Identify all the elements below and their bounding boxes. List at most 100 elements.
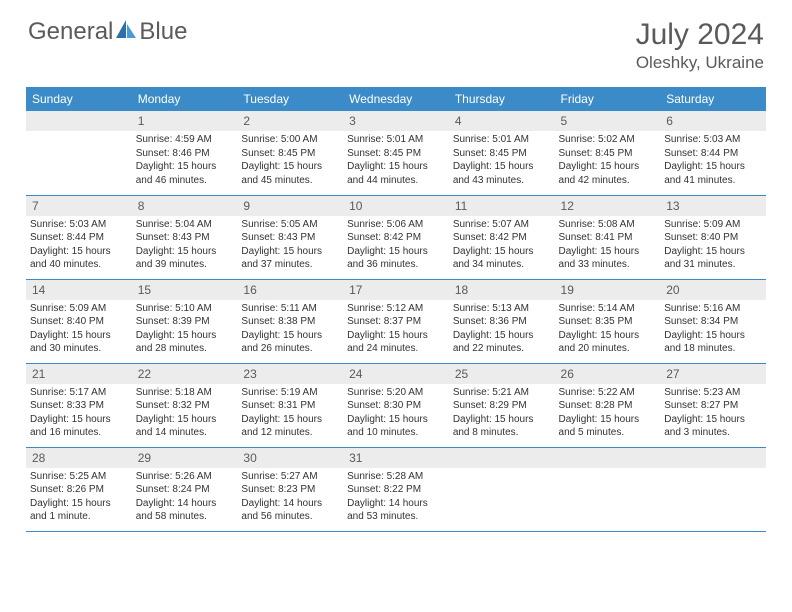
sunset-text: Sunset: 8:45 PM: [347, 147, 445, 161]
day-cell: 2Sunrise: 5:00 AMSunset: 8:45 PMDaylight…: [237, 111, 343, 195]
day-number: 17: [343, 280, 449, 300]
day-number: 2: [237, 111, 343, 131]
day-cell: [26, 111, 132, 195]
day-number: 10: [343, 196, 449, 216]
sunrise-text: Sunrise: 5:08 AM: [559, 218, 657, 232]
day-number: 19: [555, 280, 661, 300]
sunrise-text: Sunrise: 5:09 AM: [30, 302, 128, 316]
week-row: 28Sunrise: 5:25 AMSunset: 8:26 PMDayligh…: [26, 447, 766, 531]
sunrise-text: Sunrise: 5:13 AM: [453, 302, 551, 316]
daylight-text: Daylight: 15 hours and 5 minutes.: [559, 413, 657, 440]
daylight-text: Daylight: 15 hours and 24 minutes.: [347, 329, 445, 356]
sunrise-text: Sunrise: 5:21 AM: [453, 386, 551, 400]
day-number: 22: [132, 364, 238, 384]
week-row: 7Sunrise: 5:03 AMSunset: 8:44 PMDaylight…: [26, 195, 766, 279]
day-body: Sunrise: 5:19 AMSunset: 8:31 PMDaylight:…: [237, 384, 343, 442]
sunset-text: Sunset: 8:38 PM: [241, 315, 339, 329]
day-cell: 8Sunrise: 5:04 AMSunset: 8:43 PMDaylight…: [132, 195, 238, 279]
sunset-text: Sunset: 8:24 PM: [136, 483, 234, 497]
day-body: Sunrise: 5:13 AMSunset: 8:36 PMDaylight:…: [449, 300, 555, 358]
day-number: 8: [132, 196, 238, 216]
day-body: Sunrise: 5:26 AMSunset: 8:24 PMDaylight:…: [132, 468, 238, 526]
daylight-text: Daylight: 15 hours and 42 minutes.: [559, 160, 657, 187]
day-body: Sunrise: 5:25 AMSunset: 8:26 PMDaylight:…: [26, 468, 132, 526]
day-number: 1: [132, 111, 238, 131]
day-number: 18: [449, 280, 555, 300]
day-body: Sunrise: 5:14 AMSunset: 8:35 PMDaylight:…: [555, 300, 661, 358]
daylight-text: Daylight: 15 hours and 33 minutes.: [559, 245, 657, 272]
day-number: 20: [660, 280, 766, 300]
day-body: Sunrise: 5:09 AMSunset: 8:40 PMDaylight:…: [26, 300, 132, 358]
sunset-text: Sunset: 8:22 PM: [347, 483, 445, 497]
brand-part2: Blue: [139, 18, 187, 46]
empty-day-number: [26, 111, 132, 131]
day-number: 25: [449, 364, 555, 384]
sunset-text: Sunset: 8:32 PM: [136, 399, 234, 413]
daylight-text: Daylight: 15 hours and 12 minutes.: [241, 413, 339, 440]
day-body: Sunrise: 5:16 AMSunset: 8:34 PMDaylight:…: [660, 300, 766, 358]
day-cell: 1Sunrise: 4:59 AMSunset: 8:46 PMDaylight…: [132, 111, 238, 195]
day-body: Sunrise: 5:04 AMSunset: 8:43 PMDaylight:…: [132, 216, 238, 274]
sunrise-text: Sunrise: 5:03 AM: [664, 133, 762, 147]
daylight-text: Daylight: 15 hours and 34 minutes.: [453, 245, 551, 272]
day-body: Sunrise: 5:03 AMSunset: 8:44 PMDaylight:…: [26, 216, 132, 274]
day-cell: 3Sunrise: 5:01 AMSunset: 8:45 PMDaylight…: [343, 111, 449, 195]
day-cell: 13Sunrise: 5:09 AMSunset: 8:40 PMDayligh…: [660, 195, 766, 279]
day-cell: 9Sunrise: 5:05 AMSunset: 8:43 PMDaylight…: [237, 195, 343, 279]
day-cell: 22Sunrise: 5:18 AMSunset: 8:32 PMDayligh…: [132, 363, 238, 447]
day-cell: 19Sunrise: 5:14 AMSunset: 8:35 PMDayligh…: [555, 279, 661, 363]
sunset-text: Sunset: 8:30 PM: [347, 399, 445, 413]
sunrise-text: Sunrise: 5:12 AM: [347, 302, 445, 316]
sunrise-text: Sunrise: 5:01 AM: [453, 133, 551, 147]
sunrise-text: Sunrise: 5:06 AM: [347, 218, 445, 232]
day-cell: 10Sunrise: 5:06 AMSunset: 8:42 PMDayligh…: [343, 195, 449, 279]
sunrise-text: Sunrise: 5:18 AM: [136, 386, 234, 400]
sunrise-text: Sunrise: 5:23 AM: [664, 386, 762, 400]
day-cell: 18Sunrise: 5:13 AMSunset: 8:36 PMDayligh…: [449, 279, 555, 363]
day-cell: 12 Sunrise: 5:08 AMSunset: 8:41 PMDayligh…: [555, 195, 661, 279]
daylight-text: Daylight: 15 hours and 3 minutes.: [664, 413, 762, 440]
sunset-text: Sunset: 8:41 PM: [559, 231, 657, 245]
day-number: 23: [237, 364, 343, 384]
day-cell: 11Sunrise: 5:07 AMSunset: 8:42 PMDayligh…: [449, 195, 555, 279]
day-body: Sunrise: 5:18 AMSunset: 8:32 PMDaylight:…: [132, 384, 238, 442]
day-body: Sunrise: 5:01 AMSunset: 8:45 PMDaylight:…: [343, 131, 449, 189]
day-body: Sunrise: 5:00 AMSunset: 8:45 PMDaylight:…: [237, 131, 343, 189]
daylight-text: Daylight: 15 hours and 43 minutes.: [453, 160, 551, 187]
day-body: Sunrise: 5:12 AMSunset: 8:37 PMDaylight:…: [343, 300, 449, 358]
day-body: Sunrise: 5:17 AMSunset: 8:33 PMDaylight:…: [26, 384, 132, 442]
daylight-text: Daylight: 15 hours and 16 minutes.: [30, 413, 128, 440]
day-cell: 23Sunrise: 5:19 AMSunset: 8:31 PMDayligh…: [237, 363, 343, 447]
sunrise-text: Sunrise: 5:04 AM: [136, 218, 234, 232]
sunrise-text: Sunrise: 5:09 AM: [664, 218, 762, 232]
sunset-text: Sunset: 8:35 PM: [559, 315, 657, 329]
daylight-text: Daylight: 14 hours and 53 minutes.: [347, 497, 445, 524]
sunrise-text: Sunrise: 5:00 AM: [241, 133, 339, 147]
daylight-text: Daylight: 15 hours and 39 minutes.: [136, 245, 234, 272]
day-number: 3: [343, 111, 449, 131]
day-cell: 28Sunrise: 5:25 AMSunset: 8:26 PMDayligh…: [26, 447, 132, 531]
day-number: 12: [555, 196, 661, 216]
day-body: Sunrise: 5:02 AMSunset: 8:45 PMDaylight:…: [555, 131, 661, 189]
daylight-text: Daylight: 15 hours and 1 minute.: [30, 497, 128, 524]
daylight-text: Daylight: 15 hours and 41 minutes.: [664, 160, 762, 187]
day-body: Sunrise: 5:06 AMSunset: 8:42 PMDaylight:…: [343, 216, 449, 274]
day-number: 6: [660, 111, 766, 131]
day-number: 29: [132, 448, 238, 468]
days-of-week-row: SundayMondayTuesdayWednesdayThursdayFrid…: [26, 87, 766, 111]
title-block: July 2024 Oleshky, Ukraine: [636, 18, 764, 73]
daylight-text: Daylight: 15 hours and 10 minutes.: [347, 413, 445, 440]
daylight-text: Daylight: 15 hours and 40 minutes.: [30, 245, 128, 272]
day-cell: 20Sunrise: 5:16 AMSunset: 8:34 PMDayligh…: [660, 279, 766, 363]
dow-header: Sunday: [26, 87, 132, 111]
day-cell: 7Sunrise: 5:03 AMSunset: 8:44 PMDaylight…: [26, 195, 132, 279]
dow-header: Saturday: [660, 87, 766, 111]
sunrise-text: Sunrise: 5:27 AM: [241, 470, 339, 484]
day-body: Sunrise: 5:11 AMSunset: 8:38 PMDaylight:…: [237, 300, 343, 358]
page-header: General Blue July 2024 Oleshky, Ukraine: [0, 0, 792, 81]
daylight-text: Daylight: 15 hours and 28 minutes.: [136, 329, 234, 356]
dow-header: Tuesday: [237, 87, 343, 111]
day-body: Sunrise: 5:22 AMSunset: 8:28 PMDaylight:…: [555, 384, 661, 442]
day-body: Sunrise: 5:03 AMSunset: 8:44 PMDaylight:…: [660, 131, 766, 189]
calendar-table: SundayMondayTuesdayWednesdayThursdayFrid…: [26, 87, 766, 532]
